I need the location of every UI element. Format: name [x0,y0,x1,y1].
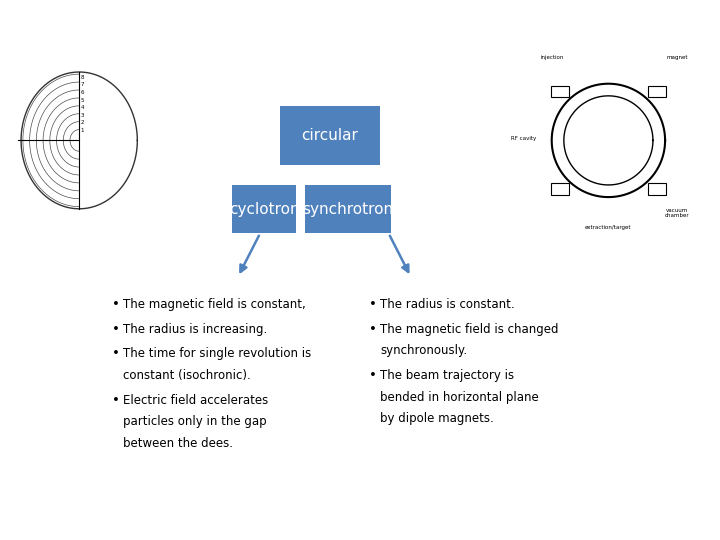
Text: 2: 2 [81,120,84,125]
Text: vacuum
chamber: vacuum chamber [665,207,690,218]
Text: particles only in the gap: particles only in the gap [124,415,267,428]
Text: •: • [112,322,120,335]
FancyBboxPatch shape [233,185,297,233]
Text: 1: 1 [81,127,84,133]
Text: •: • [369,369,377,382]
Text: synchrotron: synchrotron [302,202,394,217]
Text: The time for single revolution is: The time for single revolution is [124,347,312,360]
Text: injection: injection [540,56,563,60]
Text: •: • [369,298,377,310]
Text: The beam trajectory is: The beam trajectory is [380,369,514,382]
Text: The radius is constant.: The radius is constant. [380,298,515,310]
Text: Electric field accelerates: Electric field accelerates [124,394,269,407]
Text: 3: 3 [81,113,84,118]
Text: by dipole magnets.: by dipole magnets. [380,412,494,425]
Text: The magnetic field is constant,: The magnetic field is constant, [124,298,306,310]
FancyBboxPatch shape [648,86,666,97]
Text: bended in horizontal plane: bended in horizontal plane [380,390,539,403]
Text: cyclotron: cyclotron [229,202,300,217]
Text: magnet: magnet [667,56,688,60]
Text: •: • [112,394,120,407]
FancyBboxPatch shape [280,106,380,165]
Text: •: • [112,347,120,360]
Text: circular: circular [302,128,359,143]
FancyBboxPatch shape [648,184,666,195]
Text: RF cavity: RF cavity [510,137,536,141]
FancyBboxPatch shape [551,86,569,97]
Text: between the dees.: between the dees. [124,437,233,450]
Text: constant (isochronic).: constant (isochronic). [124,369,251,382]
Text: 7: 7 [81,83,84,87]
FancyBboxPatch shape [551,184,569,195]
Text: 6: 6 [81,90,84,95]
Text: •: • [369,322,377,335]
Text: The radius is increasing.: The radius is increasing. [124,322,268,335]
Text: 4: 4 [81,105,84,110]
Text: 8: 8 [81,75,84,80]
Text: extraction/target: extraction/target [585,226,631,231]
Text: The magnetic field is changed: The magnetic field is changed [380,322,559,335]
FancyBboxPatch shape [305,185,392,233]
Text: 5: 5 [81,98,84,103]
Text: •: • [112,298,120,310]
Text: synchronously.: synchronously. [380,344,467,357]
